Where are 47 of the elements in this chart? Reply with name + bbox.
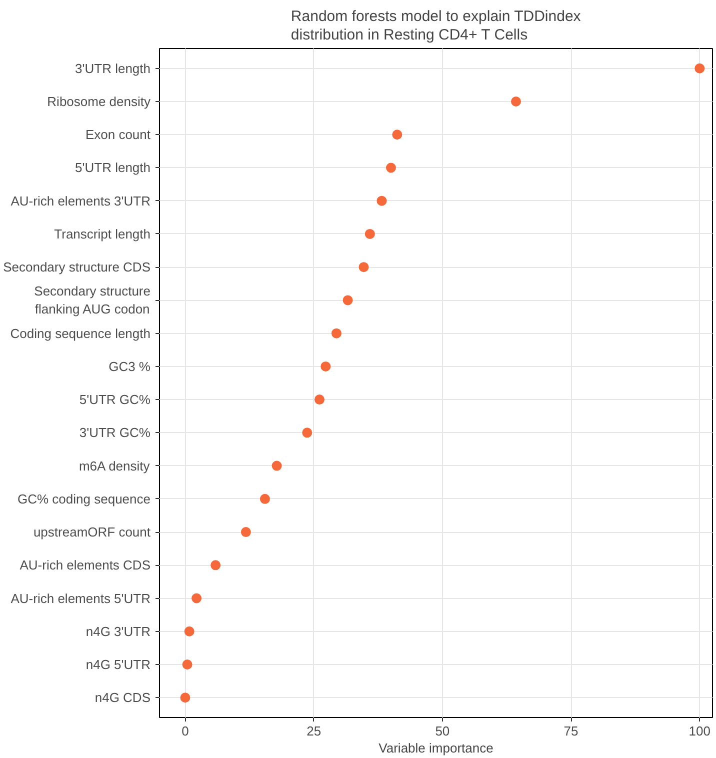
- y-tick-label: upstreamORF count: [33, 524, 151, 540]
- point: [182, 660, 192, 670]
- point: [260, 494, 270, 504]
- y-tick-label: GC3 %: [108, 358, 151, 374]
- y-tick-label: 5'UTR GC%: [79, 392, 151, 408]
- y-tick-label: m6A density: [78, 458, 150, 474]
- y-tick-label: 3'UTR length: [75, 60, 151, 76]
- point: [272, 460, 282, 471]
- point: [342, 295, 353, 306]
- y-tick-label: Exon count: [85, 127, 151, 142]
- y-tick-label: n4G 3'UTR: [86, 624, 151, 639]
- point: [240, 527, 251, 538]
- y-tick-label: GC% coding sequence: [18, 491, 151, 506]
- point: [386, 162, 396, 173]
- point: [358, 262, 369, 272]
- y-tick-label: Transcript length: [54, 226, 151, 242]
- y-tick-label: AU-rich elements CDS: [20, 558, 151, 573]
- x-tick-label: 75: [564, 724, 578, 738]
- y-tick-label: Secondary structure CDS: [3, 260, 151, 275]
- point: [320, 361, 331, 372]
- point: [331, 328, 342, 338]
- y-tick-label: Ribosome density: [47, 94, 151, 109]
- x-tick-label: 50: [435, 724, 450, 738]
- y-tick-label: AU-rich elements 3'UTR: [10, 193, 151, 208]
- y-tick-label: 3'UTR GC%: [79, 425, 151, 440]
- point: [392, 130, 402, 140]
- y-tick-label: 5'UTR length: [75, 160, 151, 176]
- chart-title: Random forests model to explain TDDindex distribution in Resting CD4+ T Cells: [290, 8, 582, 44]
- x-tick-label: 0: [182, 724, 189, 738]
- y-tick-label: n4G CDS: [94, 690, 151, 706]
- x-axis-title: Variable importance: [378, 740, 494, 756]
- y-tick-label: n4G 5'UTR: [86, 657, 151, 672]
- y-tick-label: Secondary structure flanking AUG codon: [34, 284, 151, 317]
- point: [694, 63, 705, 74]
- x-tick-label: 100: [688, 724, 710, 738]
- point: [364, 228, 375, 239]
- point: [314, 394, 324, 405]
- point: [180, 692, 190, 703]
- point: [184, 626, 194, 636]
- point: [510, 96, 521, 106]
- point: [192, 593, 202, 604]
- y-tick-label: Coding sequence length: [10, 326, 151, 341]
- y-tick-label: AU-rich elements 5'UTR: [10, 590, 151, 606]
- point: [302, 428, 312, 438]
- point: [376, 196, 387, 206]
- point: [210, 560, 221, 570]
- x-tick-label: 25: [306, 724, 322, 738]
